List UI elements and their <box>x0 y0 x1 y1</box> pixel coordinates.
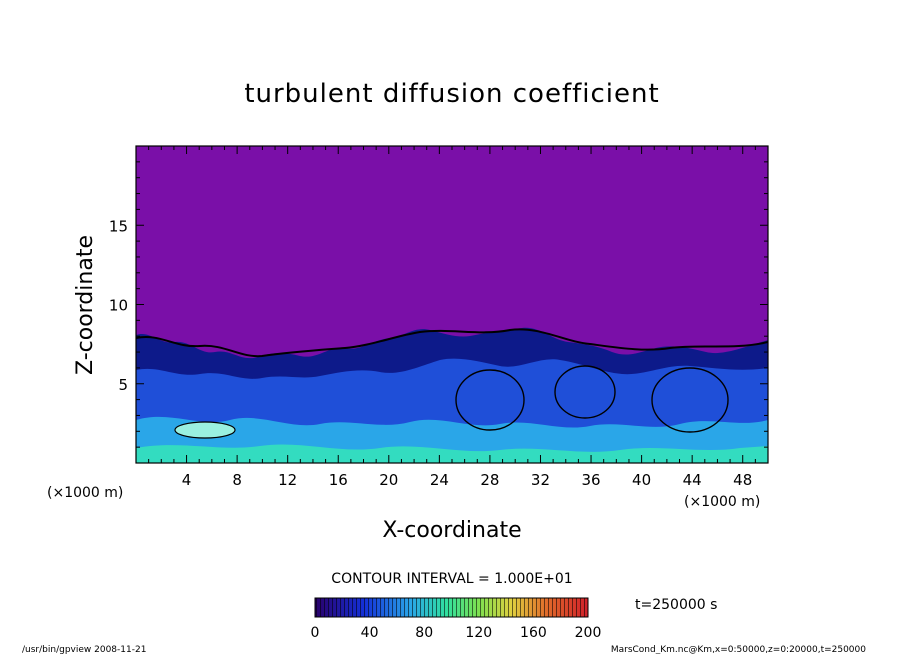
x-tick-label: 40 <box>632 471 651 489</box>
x-tick-label: 4 <box>182 471 192 489</box>
time-label: t=250000 s <box>635 597 717 613</box>
footer-left: /usr/bin/gpview 2008-11-21 <box>22 645 146 654</box>
x-tick-label: 8 <box>232 471 242 489</box>
footer-right: MarsCond_Km.nc@Km,x=0:50000,z=0:20000,t=… <box>611 645 866 654</box>
colorbar-tick-label: 80 <box>415 625 433 641</box>
colorbar-ticks: 0 40 80 120 160 200 <box>311 625 602 641</box>
x-unit-left: (×1000 m) <box>47 485 123 501</box>
colorbar-stripes <box>315 598 588 617</box>
colorbar-tick-label: 160 <box>520 625 547 641</box>
chart-title: turbulent diffusion coefficient <box>244 79 659 109</box>
colorbar-tick-label: 120 <box>465 625 492 641</box>
x-tick-label: 48 <box>733 471 752 489</box>
y-tick-label: 15 <box>109 217 128 235</box>
y-tick-label: 5 <box>118 376 128 394</box>
vortex <box>174 421 236 439</box>
y-axis: 5 10 15 <box>109 145 768 464</box>
colorbar-tick-label: 0 <box>311 625 320 641</box>
contour-line <box>136 328 768 358</box>
vortex <box>651 367 729 433</box>
y-tick-label: 10 <box>109 297 128 315</box>
colorbar-tick-label: 200 <box>575 625 602 641</box>
x-tick-label: 24 <box>430 471 449 489</box>
x-tick-label: 16 <box>329 471 348 489</box>
colorbar-frame <box>314 597 589 618</box>
x-axis-label: X-coordinate <box>382 518 521 543</box>
x-tick-label: 28 <box>480 471 499 489</box>
plot-area <box>135 145 769 464</box>
vortex <box>554 365 616 419</box>
x-unit-right: (×1000 m) <box>684 494 760 510</box>
contour-interval: CONTOUR INTERVAL = 1.000E+01 <box>331 571 572 587</box>
x-tick-label: 36 <box>581 471 600 489</box>
x-tick-label: 20 <box>379 471 398 489</box>
x-tick-label: 32 <box>531 471 550 489</box>
turbulent-streak <box>136 444 768 463</box>
colorbar: 0 40 80 120 160 200 <box>311 597 602 641</box>
x-tick-label: 12 <box>278 471 297 489</box>
vortex <box>455 369 525 431</box>
x-axis: 4 8 12 16 20 24 28 32 36 40 44 48 <box>135 146 769 489</box>
colorbar-tick-label: 40 <box>361 625 379 641</box>
y-axis-label: Z-coordinate <box>73 235 98 375</box>
turbulent-field <box>136 327 768 463</box>
x-tick-label: 44 <box>683 471 702 489</box>
